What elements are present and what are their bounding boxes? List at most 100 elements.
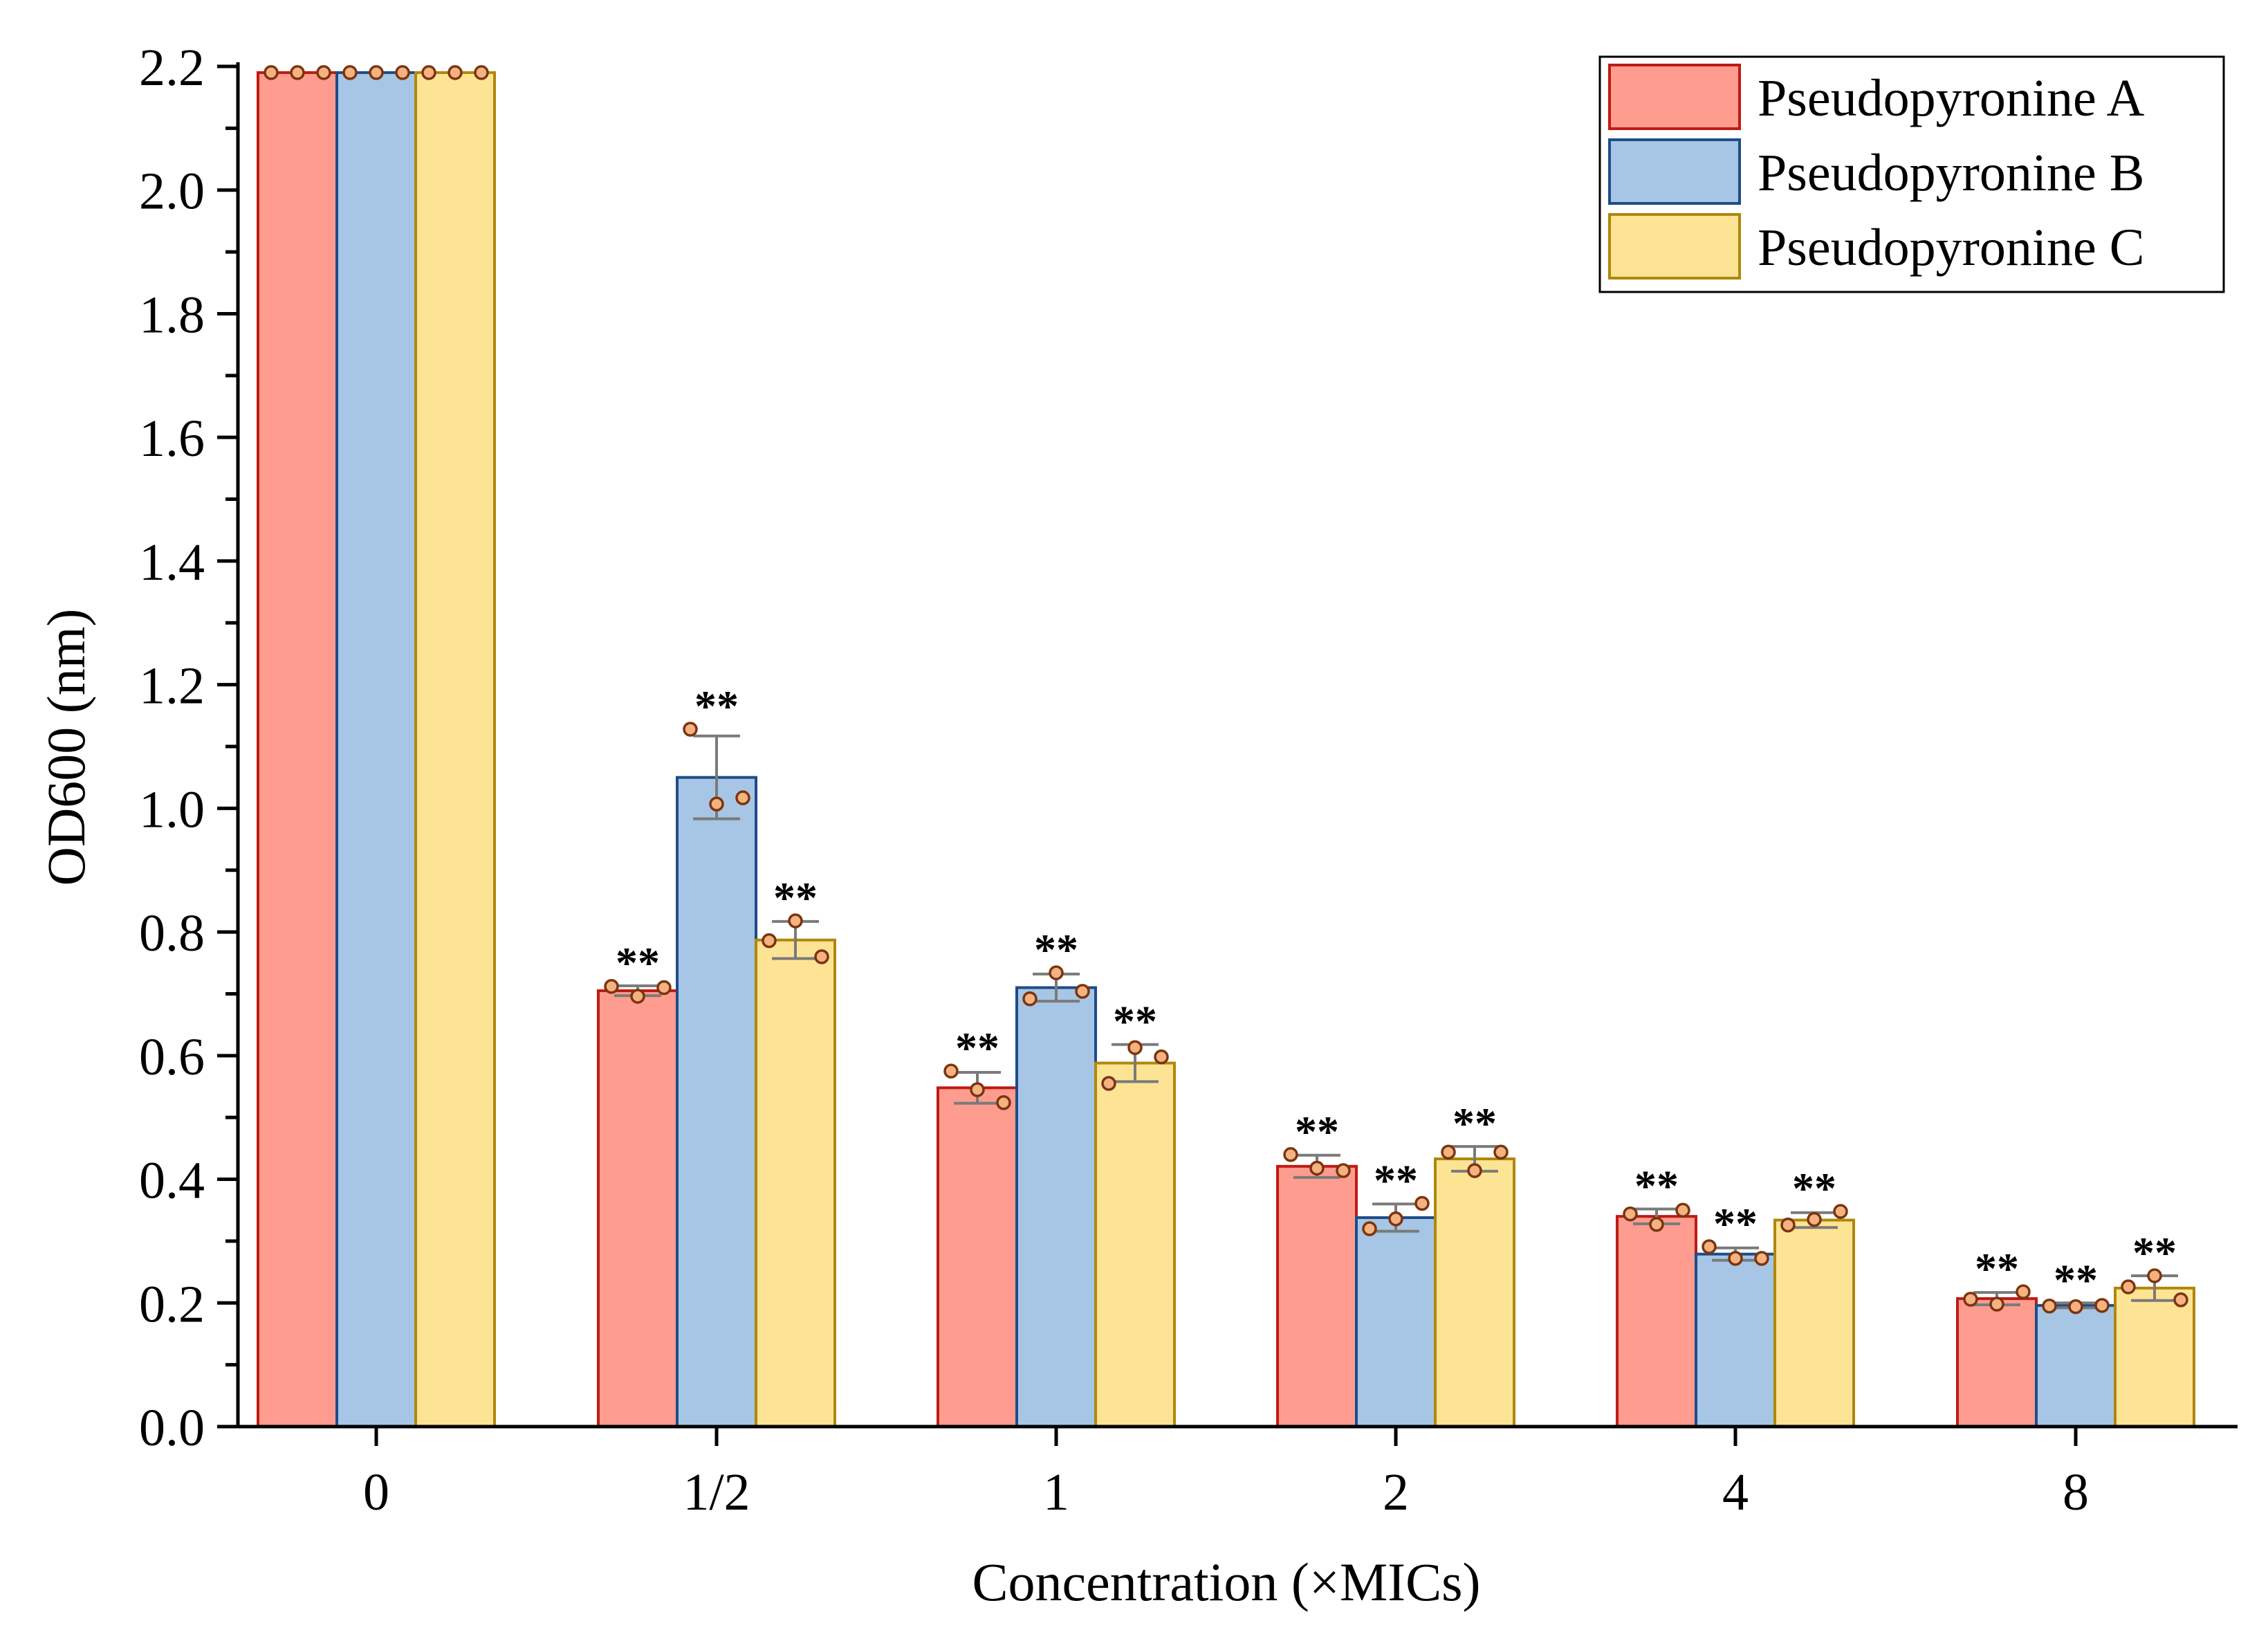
plot-marks: ** ** ** ** ** ** ** ** ** ** ** ** ** ** **: [257, 65, 2195, 1429]
data-point: [1283, 1147, 1298, 1162]
x-axis-title: Concentration (×MICs): [972, 1552, 1480, 1612]
legend-swatch: [1608, 64, 1741, 130]
bar: [937, 1086, 1018, 1428]
bar: [755, 938, 836, 1428]
significance-label: **: [773, 873, 818, 922]
bar: [1773, 1218, 1855, 1429]
legend-swatch: [1608, 213, 1741, 280]
bar: [597, 989, 679, 1428]
significance-label: **: [1034, 925, 1078, 974]
data-point: [1989, 1297, 2004, 1312]
x-tick-label: 1: [1043, 1463, 1069, 1521]
significance-label: **: [616, 938, 660, 987]
legend-item: Pseudopyronine B: [1608, 138, 2144, 205]
y-axis: 0.0 0.2 0.4 0.6 0.8 1.0 1.2 1.4 1.6 1.8 2.0 2.2: [139, 39, 240, 1457]
data-point: [1467, 1163, 1482, 1178]
bar: [1355, 1216, 1437, 1429]
data-point: [709, 796, 724, 812]
data-point: [788, 913, 803, 928]
data-point: [814, 949, 829, 964]
y-tick-label: 1.2: [139, 657, 205, 715]
y-tick-label: 2.2: [139, 39, 205, 97]
bar: [2035, 1303, 2117, 1429]
legend-label: Pseudopyronine A: [1758, 69, 2145, 127]
legend-item: Pseudopyronine A: [1608, 64, 2145, 130]
data-point: [2042, 1298, 2057, 1314]
data-point: [1336, 1163, 1351, 1178]
y-tick-label: 0.0: [139, 1399, 205, 1457]
bar-group-2: ** ** **: [937, 925, 1176, 1429]
x-tick-label: 8: [2063, 1463, 2089, 1521]
x-tick-label: 0: [363, 1463, 389, 1521]
y-tick-label: 0.8: [139, 904, 205, 962]
data-point: [2121, 1279, 2136, 1294]
data-point: [1388, 1211, 1403, 1227]
y-tick-label: 1.6: [139, 410, 205, 468]
bar: [1695, 1252, 1776, 1428]
data-point: [2016, 1284, 2031, 1299]
x-tick-label: 2: [1383, 1463, 1409, 1521]
bar: [1276, 1164, 1358, 1428]
bar: [1956, 1297, 2038, 1428]
x-tick-label: 4: [1722, 1463, 1749, 1521]
data-point: [2094, 1298, 2110, 1313]
legend: Pseudopyronine A Pseudopyronine B Pseudopy…: [1598, 55, 2225, 293]
data-point: [1493, 1144, 1509, 1160]
data-point: [1833, 1204, 1848, 1219]
data-point: [1649, 1217, 1664, 1232]
y-axis-title: OD600 (nm): [36, 609, 96, 886]
data-point: [1075, 984, 1090, 999]
y-tick-label: 2.0: [139, 163, 205, 221]
bar: [1015, 986, 1097, 1428]
data-point: [1022, 991, 1038, 1007]
bar-group-5: ** ** **: [1956, 1228, 2195, 1429]
significance-label: **: [955, 1023, 999, 1072]
significance-label: **: [1792, 1164, 1836, 1213]
data-point: [1127, 1040, 1143, 1055]
data-point: [448, 65, 463, 80]
data-point: [264, 65, 279, 80]
x-tick-label: 1/2: [683, 1463, 750, 1521]
y-tick-label: 1.8: [139, 286, 205, 344]
data-point: [683, 722, 698, 737]
data-point: [604, 978, 619, 994]
data-point: [656, 980, 672, 996]
legend-label: Pseudopyronine C: [1758, 219, 2144, 277]
significance-label: **: [1634, 1161, 1679, 1210]
data-point: [1728, 1251, 1743, 1266]
y-tick-label: 1.4: [139, 533, 205, 592]
significance-label: **: [1374, 1155, 1418, 1205]
data-point: [735, 790, 750, 805]
bar-group-3: ** ** **: [1276, 1099, 1515, 1429]
data-point: [421, 65, 436, 80]
y-tick-label: 0.4: [139, 1152, 205, 1210]
bar: [414, 71, 496, 1428]
bar: [2114, 1286, 2195, 1428]
data-point: [2173, 1292, 2188, 1308]
bar: [1434, 1157, 1515, 1428]
data-point: [1623, 1206, 1638, 1222]
data-point: [474, 65, 489, 80]
data-point: [1049, 965, 1064, 980]
data-point: [290, 65, 305, 80]
y-tick-label: 1.0: [139, 780, 205, 839]
data-point: [1807, 1211, 1822, 1227]
data-point: [2147, 1268, 2162, 1283]
bar-group-0: [257, 65, 496, 1428]
data-point: [2068, 1299, 2083, 1315]
data-point: [1675, 1202, 1690, 1218]
data-point: [1154, 1049, 1169, 1065]
data-point: [1702, 1239, 1717, 1254]
data-point: [1754, 1251, 1769, 1266]
y-tick-label: 0.2: [139, 1275, 205, 1333]
significance-label: **: [1975, 1244, 2019, 1293]
legend-swatch: [1608, 138, 1741, 205]
significance-label: **: [1713, 1199, 1758, 1248]
data-point: [1362, 1221, 1377, 1236]
bar: [1094, 1061, 1176, 1429]
data-point: [970, 1082, 985, 1097]
data-point: [943, 1063, 959, 1079]
bar-group-4: ** ** **: [1616, 1161, 1855, 1429]
data-point: [1101, 1076, 1116, 1091]
bar: [1616, 1215, 1697, 1429]
